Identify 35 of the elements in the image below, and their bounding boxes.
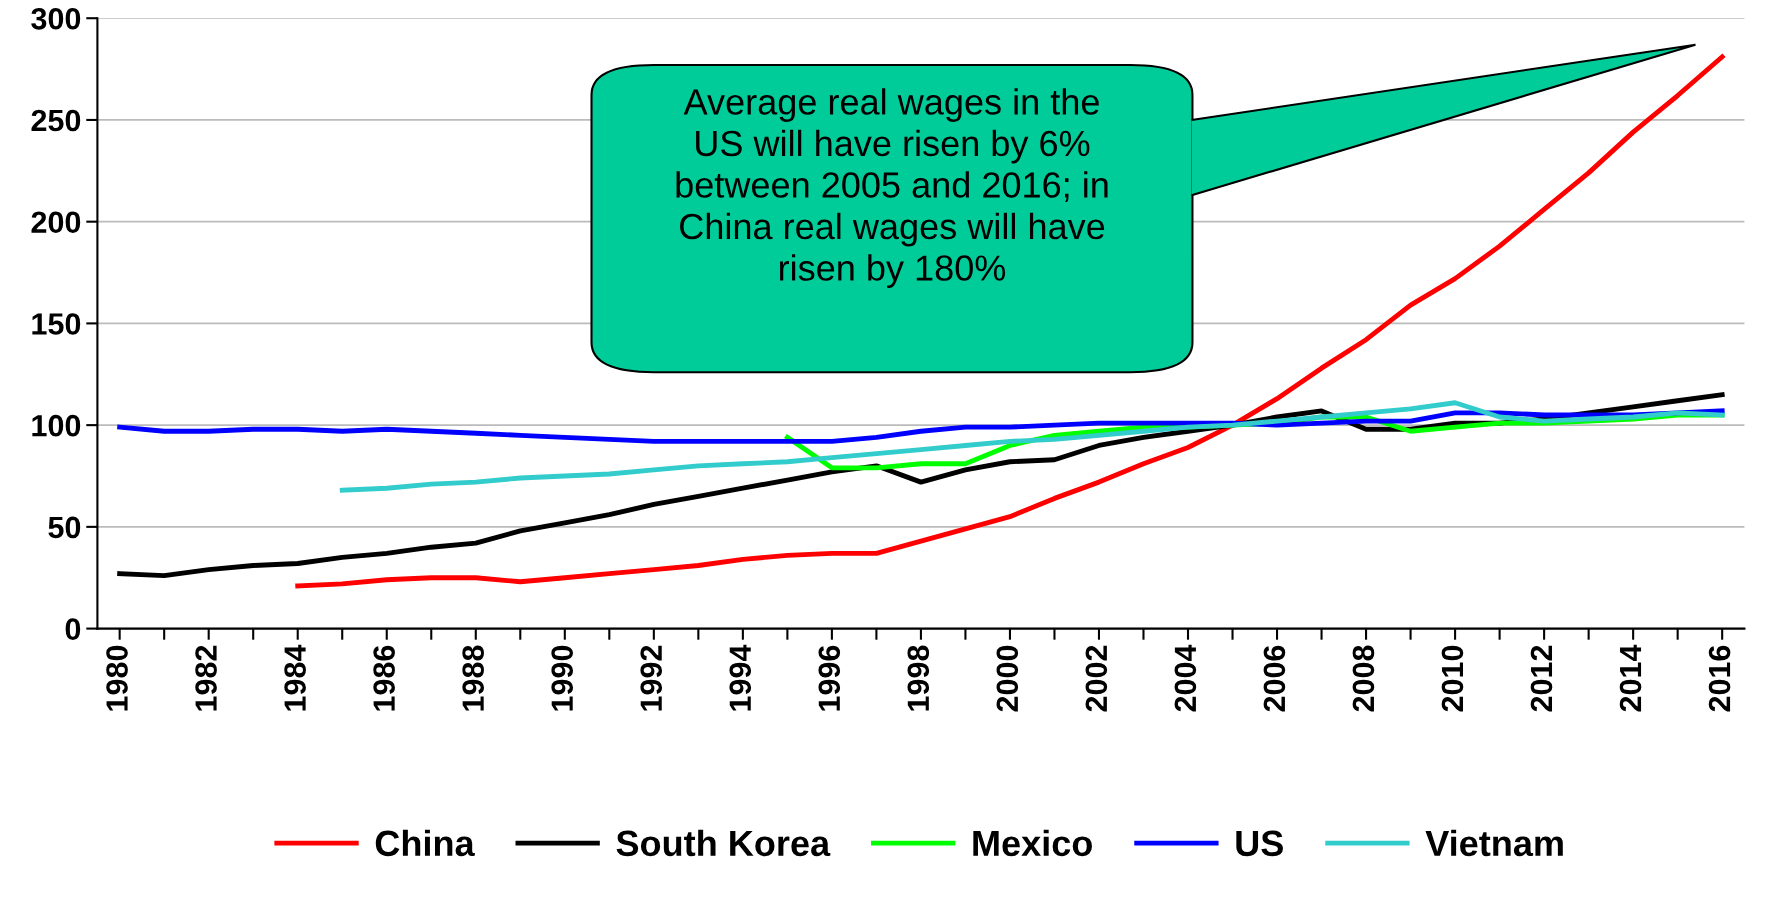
- x-tick-label: 2016: [1708, 645, 1731, 712]
- legend-label: Mexico: [973, 829, 1092, 857]
- x-tick-label: 1994: [729, 644, 752, 711]
- x-tick-label: 1990: [551, 645, 574, 711]
- x-tick-label: 2004: [1174, 644, 1197, 712]
- x-tick-label: 2002: [1085, 645, 1108, 712]
- line-series: [295, 54, 1725, 589]
- y-tick-label: 150: [32, 313, 81, 335]
- x-tick-label: 2008: [1352, 645, 1375, 712]
- legend-label: South Korea: [616, 829, 831, 857]
- x-tick-label: 1988: [462, 645, 484, 711]
- y-tick-label: 100: [32, 414, 81, 437]
- x-tick-label: 1992: [640, 645, 663, 711]
- legend-label: US: [1236, 830, 1283, 857]
- x-tick-label: 1980: [106, 645, 128, 711]
- line-series: [339, 400, 1725, 493]
- x-tick-label: 1982: [195, 645, 217, 711]
- y-tick-label: 300: [31, 7, 81, 30]
- x-tick-label: 2014: [1619, 644, 1642, 712]
- y-tick-label: 50: [48, 516, 81, 539]
- line-series: [117, 408, 1725, 444]
- x-tick-label: 1996: [818, 645, 841, 711]
- legend-label: China: [375, 829, 475, 857]
- x-tick-label: 2010: [1441, 645, 1464, 712]
- x-tick-label: 1986: [373, 645, 395, 711]
- y-tick-label: 0: [65, 618, 81, 640]
- annotation: Average real wages in the US will have risen by 6% between 2005 and 2016; in China real wages will have risen by 180%: [676, 88, 1108, 288]
- x-tick-label: 2006: [1263, 645, 1286, 712]
- y-tick-label: 200: [31, 211, 81, 234]
- x-tick-label: 1984: [284, 644, 306, 711]
- x-tick-label: 2000: [996, 645, 1019, 712]
- y-tick-label: 250: [31, 109, 81, 132]
- x-tick-label: 2012: [1530, 645, 1553, 712]
- legend-label: Vietnam: [1425, 829, 1563, 857]
- x-tick-label: 1998: [907, 645, 930, 711]
